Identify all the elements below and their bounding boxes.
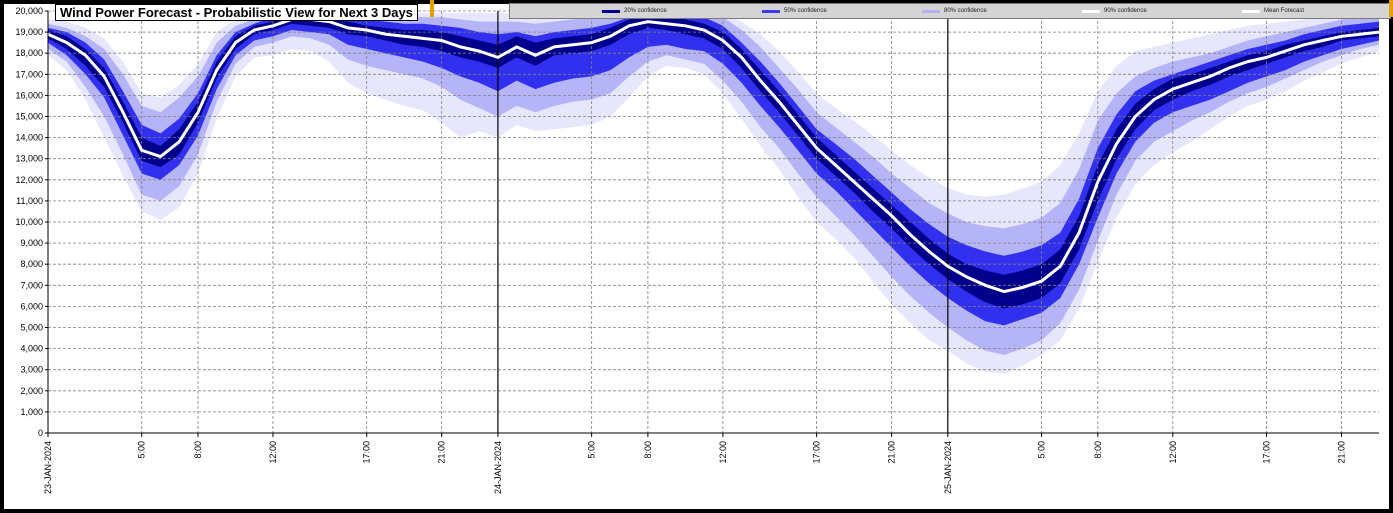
y-tick-label: 12,000	[15, 175, 43, 185]
legend-item-80: 80% confidence	[922, 4, 987, 18]
x-tick-label: 21:00	[437, 441, 447, 464]
x-tick-label: 17:00	[362, 441, 372, 464]
legend-label-90: 90% confidence	[1104, 8, 1147, 14]
legend-orange-edge-right	[1389, 0, 1393, 17]
x-tick-label: 25-JAN-2024	[943, 441, 953, 494]
legend-swatch-80	[922, 9, 940, 13]
legend-label-80: 80% confidence	[944, 8, 987, 14]
legend-swatch-20	[602, 9, 620, 13]
y-tick-label: 3,000	[20, 365, 43, 375]
legend-label-50: 50% confidence	[784, 8, 827, 14]
x-tick-label: 24-JAN-2024	[493, 441, 503, 494]
y-tick-label: 20,000	[15, 6, 43, 16]
y-tick-label: 11,000	[16, 196, 43, 206]
y-tick-label: 15,000	[15, 112, 43, 122]
legend-label-mean: Mean Forecast	[1264, 8, 1305, 14]
y-tick-label: 6,000	[20, 301, 43, 311]
y-tick-label: 17,000	[15, 69, 43, 79]
y-tick-label: 18,000	[15, 48, 43, 58]
legend-item-mean: Mean Forecast	[1242, 4, 1304, 18]
x-tick-label: 12:00	[718, 441, 728, 464]
x-tick-label: 8:00	[193, 441, 203, 459]
legend-item-20: 20% confidence	[602, 4, 667, 18]
x-tick-label: 17:00	[812, 441, 822, 464]
y-tick-label: 16,000	[15, 90, 43, 100]
y-tick-label: 13,000	[15, 154, 43, 164]
x-tick-label: 8:00	[643, 441, 653, 459]
x-tick-label: 12:00	[1168, 441, 1178, 464]
x-tick-label: 17:00	[1262, 441, 1272, 464]
x-tick-label: 21:00	[1337, 441, 1347, 464]
legend-label-20: 20% confidence	[624, 8, 667, 14]
x-tick-label: 23-JAN-2024	[43, 441, 53, 494]
x-tick-label: 5:00	[587, 441, 597, 459]
y-tick-label: 9,000	[20, 238, 43, 248]
y-tick-label: 4,000	[20, 344, 43, 354]
band-20-area	[48, 15, 1379, 309]
y-tick-label: 5,000	[20, 323, 43, 333]
band-50-area	[48, 13, 1379, 326]
y-tick-label: 2,000	[20, 386, 43, 396]
x-tick-label: 5:00	[137, 441, 147, 459]
y-tick-label: 0	[38, 428, 43, 438]
x-tick-label: 21:00	[887, 441, 897, 464]
legend-item-90: 90% confidence	[1082, 4, 1147, 18]
y-tick-label: 1,000	[20, 407, 43, 417]
legend-orange-edge-left	[430, 0, 434, 17]
legend: 20% confidence 50% confidence 80% confid…	[509, 3, 1391, 19]
legend-item-50: 50% confidence	[762, 4, 827, 18]
y-tick-label: 8,000	[20, 259, 43, 269]
legend-swatch-50	[762, 9, 780, 13]
x-tick-label: 12:00	[268, 441, 278, 464]
legend-swatch-90	[1082, 9, 1100, 13]
x-tick-label: 8:00	[1093, 441, 1103, 459]
y-tick-label: 19,000	[15, 27, 43, 37]
mean-forecast-line	[47, 17, 1380, 294]
legend-swatch-mean	[1242, 9, 1260, 13]
y-tick-label: 7,000	[20, 280, 43, 290]
y-tick-label: 10,000	[15, 217, 43, 227]
y-tick-label: 14,000	[15, 133, 43, 143]
x-tick-label: 5:00	[1037, 441, 1047, 459]
chart-title: Wind Power Forecast - Probabilistic View…	[55, 4, 418, 21]
